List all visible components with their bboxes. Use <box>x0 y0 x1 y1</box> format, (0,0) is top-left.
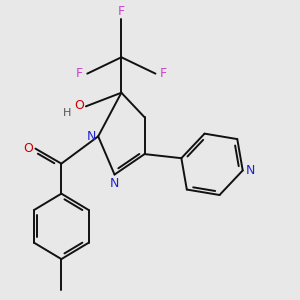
Text: F: F <box>160 67 167 80</box>
Text: O: O <box>23 142 33 155</box>
Text: N: N <box>246 164 255 177</box>
Text: O: O <box>74 98 84 112</box>
Text: F: F <box>118 5 125 18</box>
Text: H: H <box>62 108 71 118</box>
Text: N: N <box>87 130 96 143</box>
Text: F: F <box>76 67 83 80</box>
Text: N: N <box>110 177 119 190</box>
